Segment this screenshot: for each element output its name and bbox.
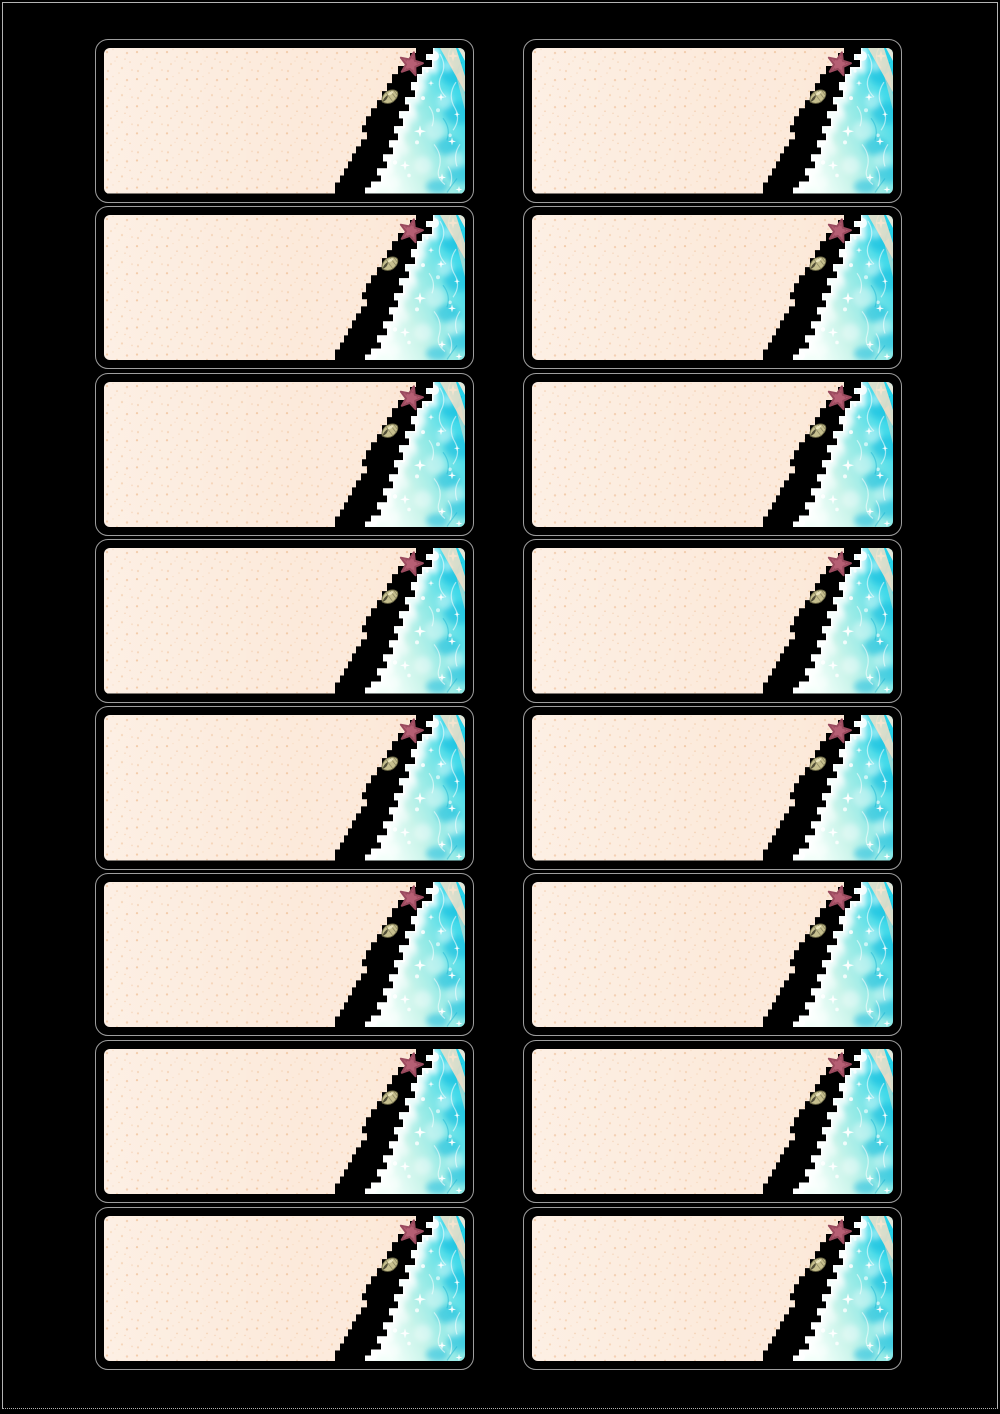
label-art xyxy=(104,715,465,861)
beach-photo xyxy=(104,215,465,361)
address-label[interactable] xyxy=(95,39,474,203)
beach-photo xyxy=(104,548,465,694)
beach-art-instance xyxy=(104,1049,465,1195)
beach-photo xyxy=(104,382,465,528)
beach-photo xyxy=(104,882,465,1028)
beach-art-instance xyxy=(104,715,465,861)
beach-photo xyxy=(104,1216,465,1362)
beach-art-instance xyxy=(532,215,893,361)
beach-photo xyxy=(104,1049,465,1195)
label-art xyxy=(532,382,893,528)
address-label[interactable] xyxy=(523,1039,902,1204)
beach-art-instance xyxy=(532,382,893,528)
label-art xyxy=(532,215,893,361)
address-label[interactable] xyxy=(95,205,474,370)
beach-art-instance xyxy=(532,1049,893,1195)
beach-photo xyxy=(532,1049,893,1195)
label-art xyxy=(104,48,465,194)
address-label[interactable] xyxy=(523,205,902,370)
beach-art-instance xyxy=(104,215,465,361)
address-label[interactable] xyxy=(523,372,902,537)
beach-photo xyxy=(104,48,465,194)
address-label[interactable] xyxy=(523,39,902,203)
beach-art-instance xyxy=(104,48,465,194)
beach-art-instance xyxy=(532,882,893,1028)
beach-photo xyxy=(532,715,893,861)
label-art xyxy=(104,1216,465,1362)
label-art xyxy=(104,548,465,694)
beach-photo xyxy=(532,1216,893,1362)
beach-art-instance xyxy=(532,48,893,194)
beach-photo xyxy=(532,548,893,694)
beach-art-instance xyxy=(532,1216,893,1362)
label-art xyxy=(532,715,893,861)
beach-photo xyxy=(532,382,893,528)
label-grid xyxy=(95,39,902,1371)
beach-photo xyxy=(532,215,893,361)
address-label[interactable] xyxy=(523,1206,902,1371)
address-label[interactable] xyxy=(95,872,474,1037)
address-label[interactable] xyxy=(95,539,474,703)
label-art xyxy=(532,1216,893,1362)
address-label[interactable] xyxy=(95,706,474,870)
beach-art-instance xyxy=(532,715,893,861)
address-label[interactable] xyxy=(95,1206,474,1371)
beach-art-instance xyxy=(104,382,465,528)
beach-art-instance xyxy=(104,1216,465,1362)
beach-art-instance xyxy=(104,882,465,1028)
label-art xyxy=(104,382,465,528)
address-label[interactable] xyxy=(95,1039,474,1204)
label-art xyxy=(104,215,465,361)
label-art xyxy=(104,882,465,1028)
beach-photo xyxy=(104,715,465,861)
beach-art-instance xyxy=(104,548,465,694)
label-art xyxy=(532,48,893,194)
address-label[interactable] xyxy=(523,539,902,703)
label-art xyxy=(532,1049,893,1195)
beach-photo xyxy=(532,882,893,1028)
label-art xyxy=(104,1049,465,1195)
label-art xyxy=(532,882,893,1028)
label-art xyxy=(532,548,893,694)
address-label[interactable] xyxy=(95,372,474,537)
beach-art-instance xyxy=(532,548,893,694)
beach-photo xyxy=(532,48,893,194)
address-label[interactable] xyxy=(523,706,902,870)
address-label[interactable] xyxy=(523,872,902,1037)
